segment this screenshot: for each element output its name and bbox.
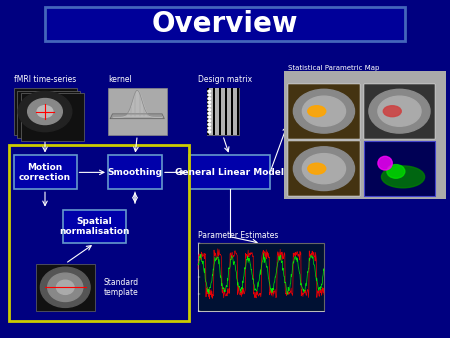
Circle shape	[208, 120, 211, 122]
Circle shape	[208, 116, 211, 118]
FancyBboxPatch shape	[108, 155, 162, 189]
FancyBboxPatch shape	[14, 155, 76, 189]
Circle shape	[208, 131, 211, 133]
Bar	[364, 141, 436, 196]
Bar	[364, 84, 436, 139]
Bar	[209, 88, 211, 135]
Text: kernel: kernel	[108, 75, 132, 84]
Bar	[288, 84, 360, 139]
Ellipse shape	[37, 105, 53, 118]
Bar	[221, 88, 223, 135]
Circle shape	[208, 123, 211, 125]
Ellipse shape	[378, 156, 392, 170]
Text: Statistical Parametric Map: Statistical Parametric Map	[288, 65, 379, 71]
Bar	[225, 88, 227, 135]
Bar	[211, 88, 213, 135]
Text: Design matrix: Design matrix	[198, 75, 252, 84]
Bar	[21, 93, 84, 141]
Circle shape	[208, 98, 211, 100]
Bar	[207, 88, 238, 135]
Text: Spatial
normalisation: Spatial normalisation	[59, 217, 130, 236]
Bar	[227, 88, 229, 135]
FancyBboxPatch shape	[45, 7, 405, 41]
Bar	[9, 145, 189, 321]
Ellipse shape	[27, 99, 62, 125]
Ellipse shape	[383, 106, 401, 117]
FancyBboxPatch shape	[63, 210, 126, 243]
Circle shape	[208, 105, 211, 107]
Bar	[213, 88, 215, 135]
Bar	[219, 88, 221, 135]
Text: Parameter Estimates: Parameter Estimates	[198, 231, 279, 240]
Ellipse shape	[18, 92, 72, 132]
Text: fMRI time-series: fMRI time-series	[14, 75, 76, 84]
Bar	[36, 264, 94, 311]
Bar	[207, 88, 209, 135]
Polygon shape	[110, 114, 164, 119]
Ellipse shape	[40, 267, 90, 308]
Bar	[215, 88, 217, 135]
Ellipse shape	[382, 166, 425, 188]
Bar	[284, 71, 446, 199]
Bar	[229, 88, 231, 135]
Ellipse shape	[308, 106, 326, 117]
Bar	[198, 243, 324, 311]
Bar	[234, 88, 237, 135]
Circle shape	[208, 109, 211, 111]
Ellipse shape	[48, 273, 83, 301]
Text: General Linear Model: General Linear Model	[175, 168, 284, 177]
Circle shape	[208, 112, 211, 114]
Ellipse shape	[293, 89, 355, 133]
Ellipse shape	[387, 165, 405, 178]
Ellipse shape	[378, 96, 421, 126]
Circle shape	[208, 127, 211, 129]
Ellipse shape	[57, 280, 74, 294]
Text: Motion
correction: Motion correction	[19, 163, 71, 182]
Bar	[217, 88, 219, 135]
Text: Overview: Overview	[152, 10, 298, 38]
Bar	[14, 88, 76, 135]
Bar	[223, 88, 225, 135]
Circle shape	[208, 101, 211, 103]
Text: Standard
template: Standard template	[104, 277, 139, 297]
Bar	[231, 88, 233, 135]
Bar	[108, 88, 166, 135]
Ellipse shape	[293, 147, 355, 191]
Text: Smoothing: Smoothing	[108, 168, 162, 177]
Bar	[288, 141, 360, 196]
Circle shape	[208, 94, 211, 96]
Circle shape	[208, 90, 211, 92]
Bar	[233, 88, 234, 135]
Ellipse shape	[302, 96, 346, 126]
Ellipse shape	[369, 89, 430, 133]
FancyBboxPatch shape	[189, 155, 270, 189]
Bar	[237, 88, 239, 135]
Ellipse shape	[302, 153, 346, 184]
Ellipse shape	[308, 163, 326, 174]
Bar	[17, 91, 80, 138]
